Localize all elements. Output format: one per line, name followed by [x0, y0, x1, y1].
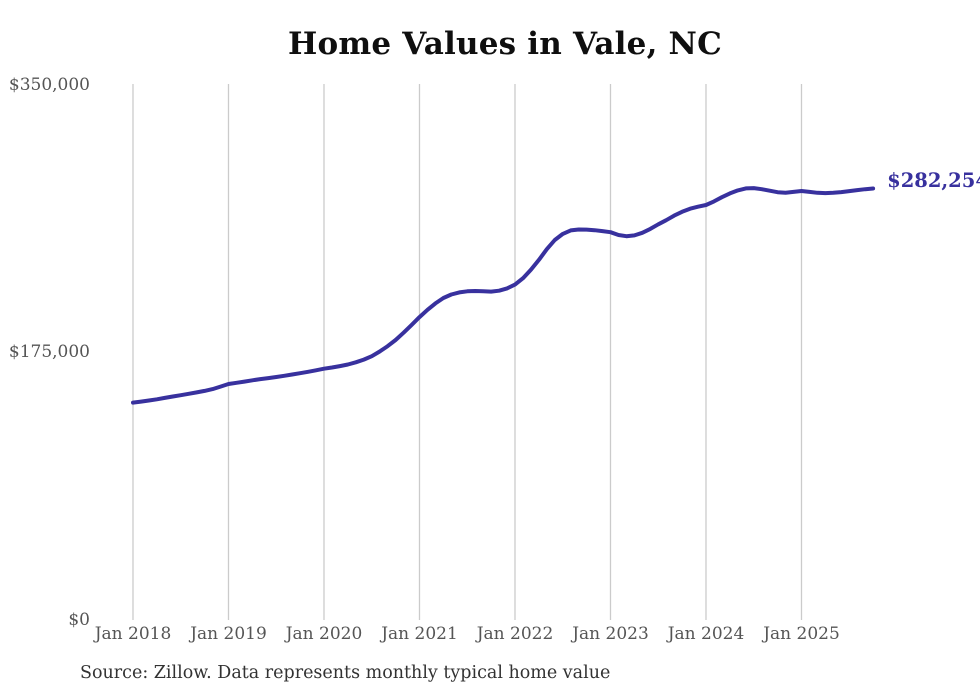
x-tick-label: Jan 2021	[381, 624, 458, 644]
x-tick-label: Jan 2020	[285, 624, 363, 644]
source-note: Source: Zillow. Data represents monthly …	[80, 663, 611, 683]
x-tick-label: Jan 2022	[476, 624, 554, 644]
x-tick-label: Jan 2023	[572, 624, 649, 644]
y-tick-label: $350,000	[8, 75, 90, 95]
x-tick-label: Jan 2024	[667, 624, 745, 644]
gridlines	[132, 84, 803, 620]
x-tick-label: Jan 2018	[94, 624, 172, 644]
y-tick-label: $0	[68, 609, 90, 630]
chart-title: Home Values in Vale, NC	[288, 26, 722, 62]
x-tick-label: Jan 2025	[763, 624, 840, 644]
home-value-line-series	[131, 186, 876, 405]
y-tick-label: $175,000	[8, 342, 90, 363]
x-tick-label: Jan 2019	[190, 624, 267, 644]
latest-value-label: $282,254	[887, 169, 980, 193]
